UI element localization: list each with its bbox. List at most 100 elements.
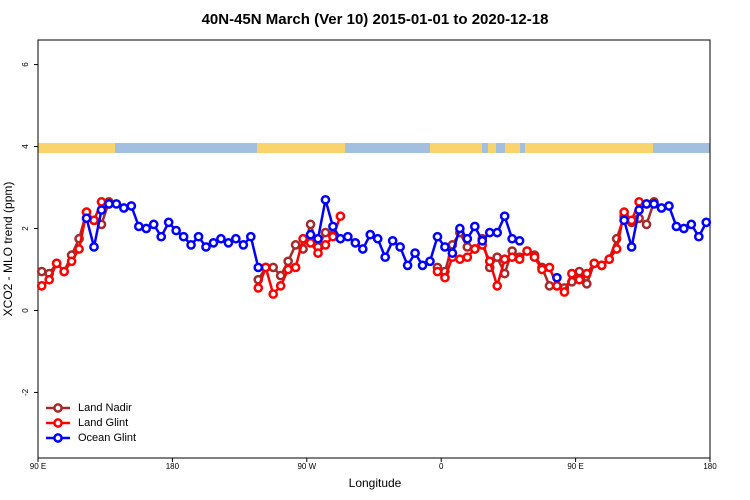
point [516,256,523,263]
point [583,280,590,287]
point [568,270,575,277]
point [352,239,359,246]
point [83,215,90,222]
x-tick-label: 90 W [297,462,316,471]
point [546,282,553,289]
point [494,254,501,261]
point [292,264,299,271]
y-tick-label: 6 [21,62,30,67]
point [359,245,366,252]
point [374,235,381,242]
point [165,219,172,226]
point [68,258,75,265]
point [307,231,314,238]
point [411,249,418,256]
point [255,264,262,271]
point [635,206,642,213]
point [337,213,344,220]
point [314,235,321,242]
point [546,264,553,271]
point [456,225,463,232]
point [576,268,583,275]
x-tick-label: 180 [166,462,180,471]
point [680,225,687,232]
point [434,233,441,240]
point [128,202,135,209]
point [187,241,194,248]
point [382,254,389,261]
point [509,235,516,242]
x-tick-label: 90 E [30,462,46,471]
point [292,241,299,248]
point [621,209,628,216]
legend-marker [54,404,61,411]
point [277,282,284,289]
point [90,217,97,224]
point [434,268,441,275]
point [322,229,329,236]
point [46,276,53,283]
plot-frame [38,40,710,458]
y-tick-label: 4 [21,144,30,149]
point [464,243,471,250]
point [344,233,351,240]
point [613,245,620,252]
point [307,221,314,228]
point [628,217,635,224]
point [210,239,217,246]
point [404,262,411,269]
point [180,233,187,240]
point [486,258,493,265]
point [479,237,486,244]
chart: 40N-45N March (Ver 10) 2015-01-01 to 202… [0,0,750,500]
point [120,204,127,211]
point [322,241,329,248]
point [553,274,560,281]
point [621,217,628,224]
point [173,227,180,234]
point [561,288,568,295]
point [635,198,642,205]
point [314,249,321,256]
point [98,198,105,205]
point [583,270,590,277]
point [105,200,112,207]
point [98,206,105,213]
point [658,204,665,211]
point [494,282,501,289]
x-tick-label: 180 [703,462,717,471]
point [703,219,710,226]
point [538,266,545,273]
point [202,243,209,250]
point [285,266,292,273]
point [270,264,277,271]
point [150,221,157,228]
legend-label: Land Glint [78,417,128,429]
point [53,260,60,267]
point [464,254,471,261]
point [329,233,336,240]
point [247,233,254,240]
point [523,247,530,254]
point [673,223,680,230]
y-tick-label: 2 [21,226,30,231]
point [501,256,508,263]
point [299,235,306,242]
point [441,243,448,250]
legend-label: Land Nadir [78,402,132,414]
point [285,258,292,265]
point [195,233,202,240]
point [456,256,463,263]
point [397,243,404,250]
point [113,200,120,207]
surface-strip [38,143,710,153]
point [650,200,657,207]
point [471,223,478,230]
point [598,262,605,269]
point [643,200,650,207]
point [389,237,396,244]
point [576,276,583,283]
point [553,282,560,289]
point [90,243,97,250]
legend-label: Ocean Glint [78,432,136,444]
